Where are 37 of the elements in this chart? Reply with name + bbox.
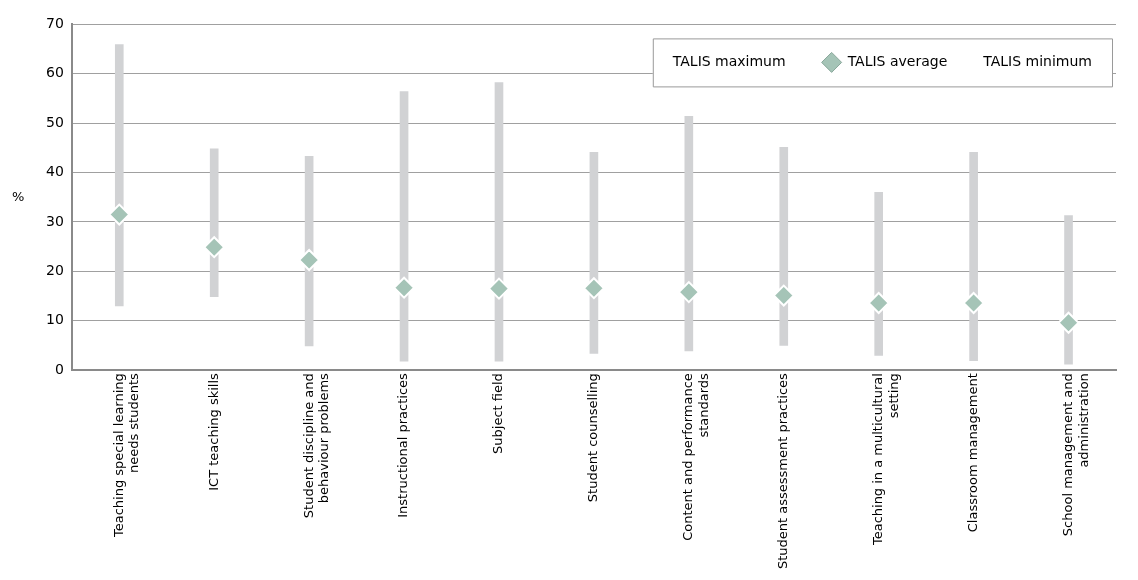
x-tick-label: Student discipline and behaviour problems	[300, 372, 332, 519]
point	[108, 203, 131, 226]
x-tick-label: ICT teaching skills	[205, 372, 221, 491]
point	[298, 249, 321, 272]
x-tick-label: Student counselling	[585, 373, 601, 503]
point	[393, 276, 416, 299]
x-tick-label: Student assessment practices	[775, 372, 791, 570]
x-tick-label: Teaching special learning needs students	[110, 372, 142, 539]
legend-label: TALIS average	[846, 53, 948, 70]
bar	[779, 147, 789, 346]
x-tick-label: Subject field	[490, 373, 506, 454]
y-tick-label: 10	[45, 311, 64, 328]
y-tick-label: 60	[45, 64, 64, 81]
point	[962, 291, 985, 314]
x-tick-label: Content and performance standards	[680, 372, 711, 541]
annotation: TALIS minimum	[982, 53, 1092, 70]
point	[1057, 311, 1080, 334]
y-tick-label: 50	[45, 113, 64, 130]
x-tick-label: Classroom management	[964, 373, 980, 533]
y-axis-title: %	[12, 188, 25, 204]
y-tick-label: 0	[54, 360, 64, 377]
point	[203, 236, 226, 259]
point	[867, 291, 890, 314]
y-tick-label: 40	[45, 163, 64, 180]
point	[487, 277, 510, 300]
x-tick-label: Teaching in a multicultural setting	[870, 373, 901, 547]
bar	[969, 152, 978, 362]
y-tick-label: 70	[45, 15, 64, 32]
point	[677, 281, 700, 304]
annotation: TALIS maximum	[671, 53, 786, 70]
point	[582, 277, 605, 300]
x-tick-label: Instructional practices	[395, 372, 411, 518]
point	[772, 284, 795, 307]
x-tick-label: School management and administration	[1059, 373, 1091, 537]
bar	[114, 44, 124, 307]
y-tick-label: 30	[45, 212, 64, 229]
y-tick-label: 20	[45, 262, 64, 279]
